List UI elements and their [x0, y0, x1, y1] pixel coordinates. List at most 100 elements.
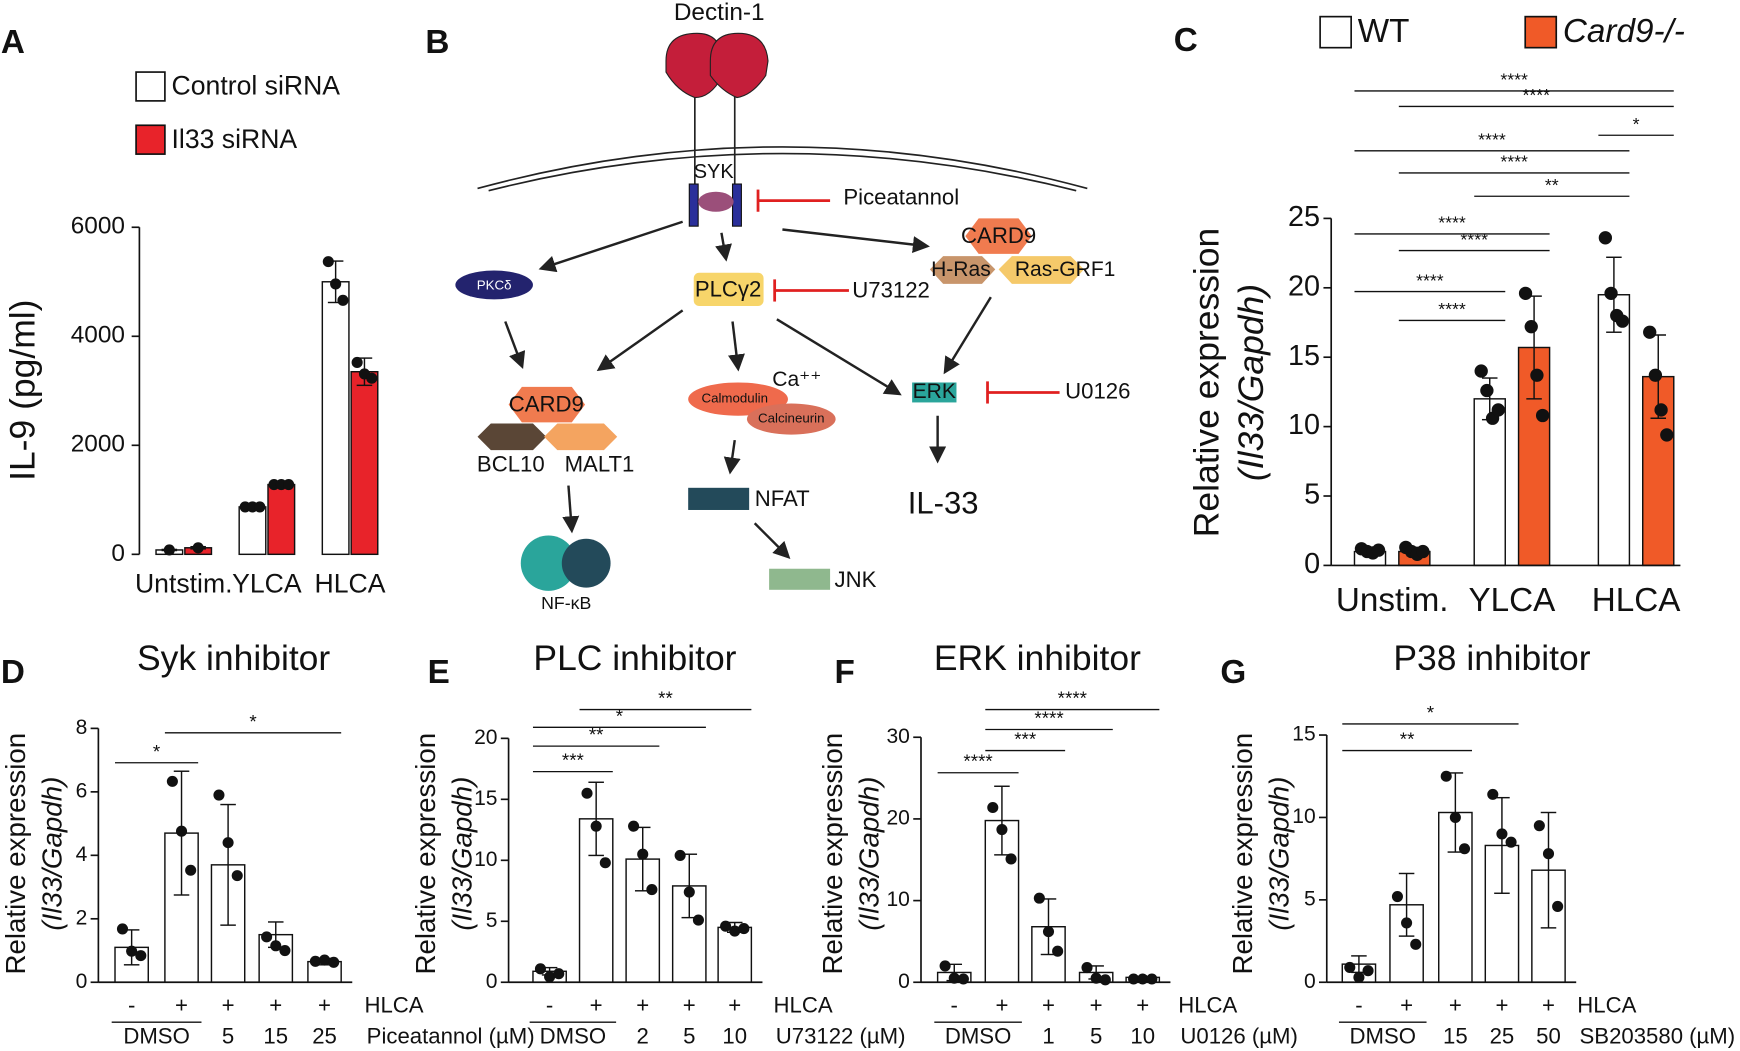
- panel-labels: A B C D E F G: [1, 22, 1246, 691]
- legend-label: Il33 siRNA: [172, 124, 298, 154]
- y-tick-label: 6: [76, 779, 88, 802]
- x-tick-label: +: [1090, 993, 1103, 1018]
- y-axis-label: Relative expression: [1187, 228, 1227, 538]
- y-tick-label: 5: [1304, 887, 1316, 910]
- x-tick-label: YLCA: [1468, 582, 1556, 619]
- data-point: [1491, 403, 1505, 417]
- x-tick-label: +: [222, 993, 235, 1018]
- node-label: Dectin-1: [674, 0, 765, 26]
- arrow: [776, 318, 902, 396]
- data-point: [1648, 368, 1663, 382]
- significance-label: *: [1633, 114, 1640, 134]
- pkc: [455, 270, 533, 300]
- y-tick-label: 5: [1304, 479, 1320, 511]
- error-bar: [994, 785, 1010, 856]
- dose-label: 2: [637, 1024, 649, 1049]
- node-label: CARD9: [961, 223, 1036, 248]
- y-tick-label: 4000: [71, 322, 125, 349]
- x-row-name: U0126 (µM): [1180, 1024, 1297, 1049]
- data-point: [322, 256, 334, 268]
- x-tick-label: -: [546, 993, 553, 1018]
- data-point: [1615, 314, 1630, 328]
- x-row-name: HLCA: [774, 993, 833, 1018]
- malt1: [544, 423, 618, 451]
- significance-label: ****: [1478, 129, 1506, 149]
- arrow: [782, 228, 930, 254]
- dose-label: 1: [1042, 1024, 1054, 1049]
- y-tick-label: 30: [886, 725, 909, 748]
- chart-title: Syk inhibitor: [137, 638, 330, 678]
- node-label: Calcineurin: [758, 411, 825, 426]
- x-tick-label: +: [728, 993, 741, 1018]
- x-tick-label: Unstim.: [1336, 582, 1449, 619]
- data-point: [646, 884, 658, 896]
- data-point: [674, 849, 686, 861]
- data-point: [1552, 900, 1564, 912]
- membrane: [488, 152, 1077, 192]
- data-point: [692, 914, 704, 926]
- bar: [238, 506, 267, 556]
- node-label: NF-κB: [541, 593, 591, 613]
- x-tick-label: HLCA: [1592, 582, 1682, 619]
- significance-label: ****: [1460, 229, 1488, 249]
- x-tick-label: -: [1355, 993, 1362, 1018]
- data-point: [1391, 891, 1403, 903]
- y-tick-label: 20: [1288, 270, 1320, 302]
- error-bar: [588, 781, 604, 857]
- node-label: ERK: [913, 380, 956, 403]
- arrow: [504, 321, 526, 370]
- syk: [698, 191, 734, 212]
- data-point: [1410, 938, 1422, 950]
- receptor: [709, 32, 769, 99]
- legend-label: WT: [1358, 13, 1410, 50]
- data-point: [683, 886, 695, 898]
- y-axis-label: (Il33/Gapdh): [36, 777, 67, 931]
- dose-label: 50: [1536, 1024, 1561, 1049]
- panel-label: B: [425, 24, 449, 61]
- x-tick-label: +: [995, 993, 1008, 1018]
- significance-label: **: [1400, 729, 1415, 750]
- syk-bar: [731, 183, 742, 227]
- data-point: [1052, 945, 1064, 957]
- y-axis-label: (Il33/Gapdh): [1231, 284, 1271, 481]
- x-tick-label: +: [175, 993, 188, 1018]
- dose-label: DMSO: [540, 1024, 606, 1049]
- legend-swatch: [1524, 15, 1558, 49]
- x-row-name: SB203580 (µM): [1580, 1024, 1736, 1049]
- significance-label: ***: [562, 750, 585, 771]
- dose-label: 25: [1490, 1024, 1515, 1049]
- data-point: [1033, 892, 1045, 904]
- y-axis-label: (Il33/Gapdh): [853, 777, 884, 931]
- x-tick-label: Untstim.: [135, 568, 233, 598]
- data-point: [534, 963, 546, 975]
- panel-label: C: [1174, 22, 1198, 59]
- significance-label: ****: [1438, 213, 1466, 233]
- significance-label: ****: [1523, 85, 1551, 105]
- data-point: [135, 950, 147, 962]
- x-tick-label: +: [636, 993, 649, 1018]
- significance-label: **: [1545, 175, 1559, 195]
- y-tick-label: 15: [1288, 340, 1320, 372]
- chart-title: P38 inhibitor: [1393, 638, 1590, 678]
- data-point: [328, 956, 340, 968]
- data-point: [939, 960, 951, 972]
- y-axis-label: Relative expression: [817, 733, 848, 975]
- syk-bar: [688, 183, 699, 227]
- data-point: [1533, 820, 1545, 832]
- data-point: [1416, 544, 1430, 559]
- y-tick-label: 0: [1304, 970, 1316, 993]
- significance-label: ****: [1058, 688, 1088, 709]
- panel-label: D: [1, 654, 25, 691]
- legend-swatch: [1319, 15, 1352, 49]
- data-point: [637, 848, 649, 860]
- data-point: [1081, 962, 1093, 974]
- x-tick-label: YLCA: [232, 568, 302, 598]
- data-point: [987, 801, 999, 814]
- data-point: [366, 372, 378, 384]
- arrow: [538, 220, 684, 273]
- data-point: [126, 945, 138, 957]
- y-tick-label: 20: [886, 806, 909, 829]
- error-bar: [1540, 811, 1557, 929]
